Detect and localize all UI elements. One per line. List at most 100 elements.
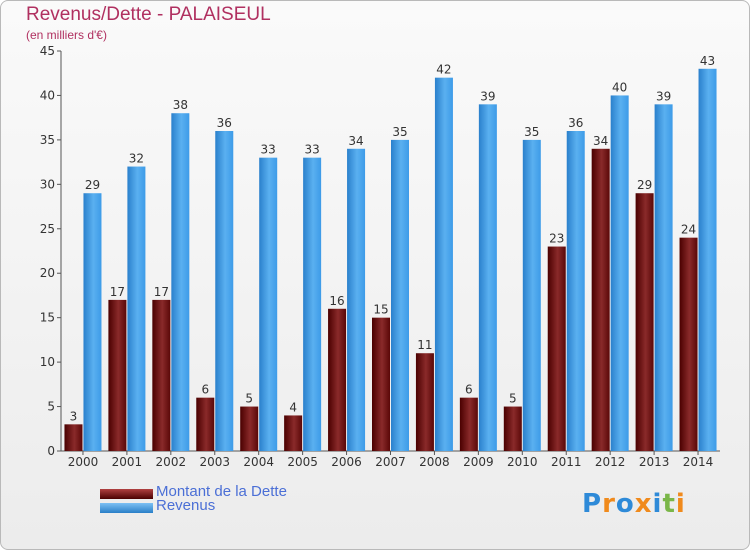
data-label-dette: 15 xyxy=(373,303,388,317)
bar-revenus xyxy=(347,148,366,451)
data-label-revenus: 33 xyxy=(261,143,276,157)
bar-dette xyxy=(152,299,171,451)
data-label-revenus: 38 xyxy=(173,98,188,112)
bar-revenus xyxy=(610,95,629,451)
data-label-revenus: 29 xyxy=(85,178,100,192)
data-label-revenus: 36 xyxy=(217,116,232,130)
logo-letter: i xyxy=(675,489,686,519)
bar-revenus xyxy=(391,139,409,451)
bar-revenus xyxy=(171,113,190,451)
bar-dette xyxy=(240,406,259,451)
bar-revenus xyxy=(83,193,102,451)
data-label-revenus: 40 xyxy=(612,80,627,94)
bar-revenus xyxy=(566,131,585,451)
legend-label-revenus: Revenus xyxy=(156,497,216,514)
logo-letter: i xyxy=(652,489,663,519)
bar-dette xyxy=(108,299,127,451)
legend-label-dette: Montant de la Dette xyxy=(156,483,287,500)
bar-revenus xyxy=(303,157,322,451)
x-tick-label: 2014 xyxy=(683,455,714,469)
x-tick-label: 2003 xyxy=(199,455,230,469)
x-tick-label: 2013 xyxy=(639,455,670,469)
x-tick-label: 2005 xyxy=(287,455,318,469)
data-label-dette: 4 xyxy=(289,400,297,414)
x-tick-label: 2006 xyxy=(331,455,362,469)
data-label-dette: 34 xyxy=(593,134,608,148)
bar-revenus xyxy=(522,139,541,451)
bar-dette xyxy=(64,424,83,451)
x-tick-label: 2012 xyxy=(595,455,626,469)
bar-dette xyxy=(591,148,610,451)
x-tick-label: 2010 xyxy=(507,455,538,469)
bar-revenus xyxy=(478,104,497,451)
bar-dette xyxy=(284,415,303,451)
bar-dette xyxy=(415,353,434,451)
x-tick-label: 2009 xyxy=(463,455,494,469)
logo-letter: t xyxy=(662,489,676,519)
y-axis: 0 5 10 15 20 25 30 35 40 45 xyxy=(40,44,62,458)
data-label-revenus: 35 xyxy=(392,125,407,139)
chart-subtitle: (en milliers d'€) xyxy=(26,28,107,42)
bars xyxy=(64,68,717,452)
data-label-dette: 23 xyxy=(549,232,564,246)
logo-letter: P xyxy=(582,489,603,519)
y-tick-label: 5 xyxy=(47,400,55,414)
data-label-dette: 5 xyxy=(509,392,517,406)
x-tick-label: 2002 xyxy=(156,455,187,469)
legend-swatch-revenus xyxy=(100,503,153,513)
bar-revenus xyxy=(259,157,278,451)
bar-revenus xyxy=(698,68,717,452)
x-axis: 2000 2001 2002 2003 2004 2005 2006 2007 2008 2009… xyxy=(61,450,720,469)
x-tick-label: 2007 xyxy=(375,455,406,469)
y-tick-label: 30 xyxy=(40,177,55,191)
y-tick-label: 15 xyxy=(40,311,55,325)
bar-dette xyxy=(547,246,566,451)
x-tick-label: 2000 xyxy=(68,455,99,469)
proxiti-logo: Proxiti xyxy=(582,489,686,519)
bar-revenus xyxy=(215,131,234,451)
x-tick-label: 2001 xyxy=(112,455,143,469)
data-label-dette: 5 xyxy=(245,392,253,406)
bar-dette xyxy=(503,406,522,451)
x-tick-label: 2004 xyxy=(243,455,274,469)
y-tick-label: 0 xyxy=(47,444,55,458)
logo-letter: r xyxy=(602,489,616,519)
data-label-dette: 6 xyxy=(201,383,209,397)
bar-revenus xyxy=(434,77,453,452)
y-tick-label: 10 xyxy=(40,355,55,369)
data-label-revenus: 33 xyxy=(304,143,319,157)
logo-letter: o xyxy=(615,489,635,519)
data-label-dette: 17 xyxy=(154,285,169,299)
bar-revenus xyxy=(127,166,146,452)
data-label-dette: 29 xyxy=(637,178,652,192)
y-tick-label: 40 xyxy=(40,88,55,102)
data-label-revenus: 32 xyxy=(129,152,144,166)
bar-dette xyxy=(372,317,390,451)
bar-dette xyxy=(196,397,215,451)
chart-title: Revenus/Dette - PALAISEUL xyxy=(26,4,271,25)
y-tick-label: 35 xyxy=(40,133,55,147)
y-tick-label: 20 xyxy=(40,266,55,280)
data-label-revenus: 36 xyxy=(568,116,583,130)
y-tick-label: 25 xyxy=(40,222,55,236)
y-tick-label: 45 xyxy=(40,44,55,58)
data-label-dette: 16 xyxy=(329,294,344,308)
x-tick-label: 2011 xyxy=(551,455,582,469)
data-label-dette: 6 xyxy=(465,383,473,397)
data-label-dette: 3 xyxy=(70,409,78,423)
logo-letter: x xyxy=(634,489,653,519)
data-label-revenus: 43 xyxy=(700,54,715,68)
bar-dette xyxy=(459,397,478,451)
bar-dette xyxy=(635,193,654,451)
data-label-revenus: 35 xyxy=(524,125,539,139)
data-label-revenus: 39 xyxy=(656,89,671,103)
bar-revenus xyxy=(654,104,673,451)
data-label-dette: 11 xyxy=(417,338,432,352)
data-label-dette: 17 xyxy=(110,285,125,299)
data-label-revenus: 34 xyxy=(348,134,363,148)
data-label-revenus: 42 xyxy=(436,63,451,77)
bar-dette xyxy=(679,237,698,451)
legend-swatch-dette xyxy=(100,489,153,499)
bar-dette xyxy=(328,308,347,451)
